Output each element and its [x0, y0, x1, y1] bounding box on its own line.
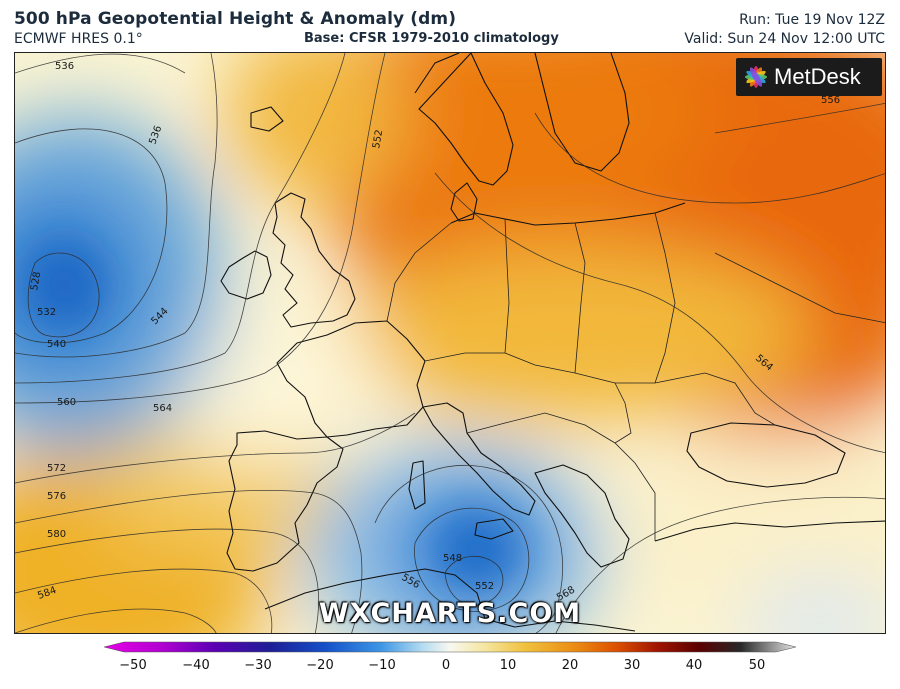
colorbar-tick: −10	[368, 658, 396, 673]
contour-label: 564	[153, 403, 172, 414]
height-contours	[15, 53, 885, 633]
metdesk-logo: MetDesk	[736, 58, 882, 96]
colorbar-tick: −20	[306, 658, 334, 673]
contour-label: 552	[475, 581, 494, 592]
contour-label: 548	[443, 553, 462, 564]
anomaly-shading	[15, 53, 885, 633]
run-time-label: Run: Tue 19 Nov 12Z	[739, 12, 885, 28]
logo-text: MetDesk	[774, 64, 861, 89]
colorbar-tick: −30	[244, 658, 272, 673]
colorbar-tick: 50	[748, 658, 766, 673]
contour-label: 540	[47, 339, 66, 350]
contour-label: 552	[371, 129, 385, 150]
country-borders	[386, 212, 885, 541]
map-panel[interactable]: 536 536 528 532 540 544 552 556 560 564 …	[14, 52, 886, 634]
contour-label: 560	[57, 397, 76, 408]
colorbar-tick: 20	[561, 658, 579, 673]
colorbar-tick: 30	[623, 658, 641, 673]
contour-label: 536	[55, 61, 74, 72]
colorbar-tick: 0	[441, 658, 451, 673]
chart-title: 500 hPa Geopotential Height & Anomaly (d…	[14, 9, 457, 29]
colorbar: −50 −40 −30 −20 −10 0 10 20 30 40 50	[0, 640, 900, 689]
valid-time-label: Valid: Sun 24 Nov 12:00 UTC	[684, 31, 885, 47]
model-label: ECMWF HRES 0.1°	[14, 31, 143, 47]
colorbar-tick: 40	[685, 658, 703, 673]
contour-label: 572	[47, 463, 66, 474]
anomaly-map[interactable]: 536 536 528 532 540 544 552 556 560 564 …	[15, 53, 886, 634]
contour-label: 532	[37, 307, 56, 318]
contour-label: 528	[29, 271, 43, 292]
colorbar-tick: 10	[499, 658, 517, 673]
contour-label: 576	[47, 491, 66, 502]
colorbar-gradient	[103, 641, 797, 653]
climatology-base-label: Base: CFSR 1979-2010 climatology	[304, 31, 559, 46]
colorbar-tick: −40	[182, 658, 210, 673]
metdesk-burst-icon	[745, 66, 767, 88]
colorbar-tick: −50	[119, 658, 147, 673]
coastlines	[220, 53, 885, 632]
contour-label: 580	[47, 529, 66, 540]
chart-header: 500 hPa Geopotential Height & Anomaly (d…	[0, 0, 900, 52]
contour-label: 556	[821, 95, 840, 106]
